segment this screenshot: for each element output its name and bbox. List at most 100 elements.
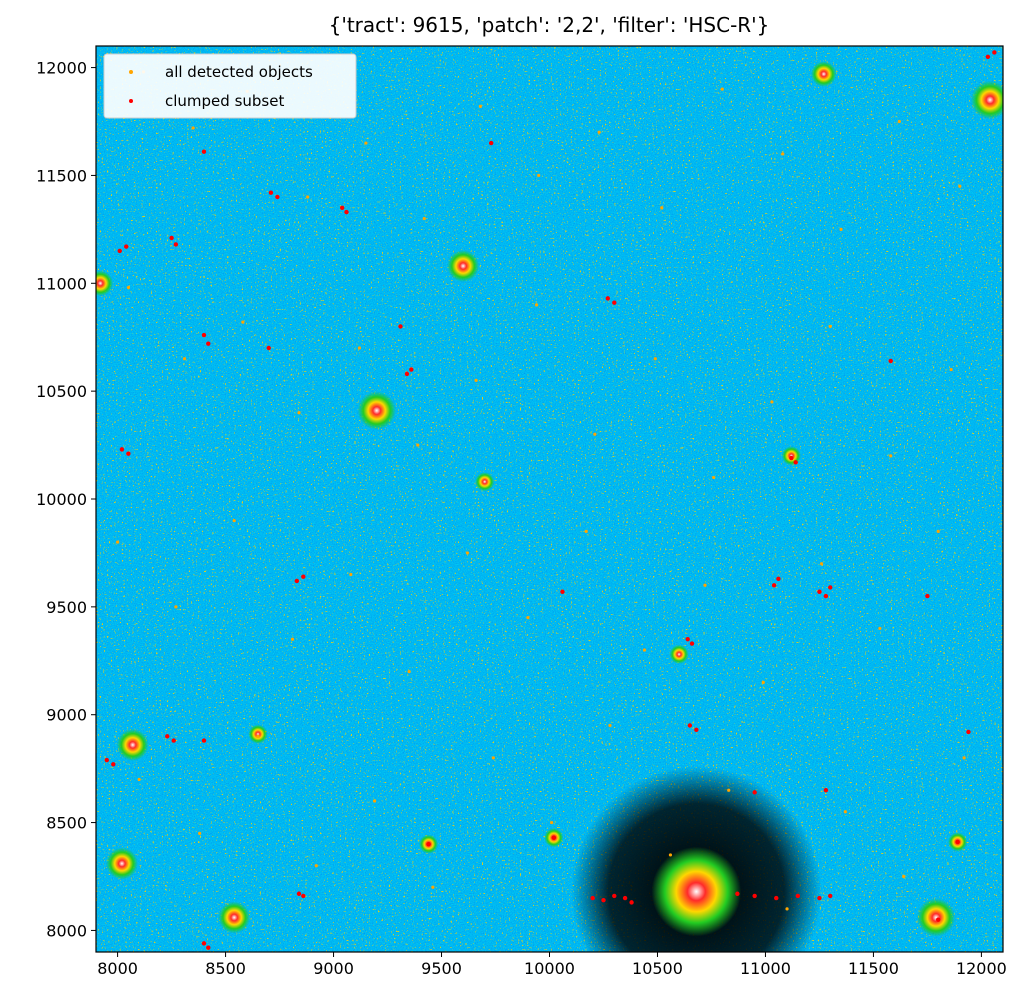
scatter-point <box>268 190 274 195</box>
scatter-point <box>925 593 930 599</box>
scatter-point <box>612 300 617 305</box>
scatter-point <box>357 346 362 350</box>
x-tick-label: 9000 <box>313 959 354 978</box>
bright-source <box>669 644 689 664</box>
scatter-point <box>241 320 245 324</box>
scatter-point <box>111 762 116 767</box>
scatter-point <box>774 895 779 901</box>
x-tick-label: 8000 <box>97 959 138 978</box>
legend-box <box>103 53 357 119</box>
scatter-point <box>897 119 901 124</box>
scatter-point <box>605 296 611 301</box>
scatter-point <box>275 194 280 200</box>
x-tick-label: 10000 <box>524 959 575 978</box>
y-tick-label: 8000 <box>46 921 87 940</box>
scatter-point <box>687 723 693 728</box>
scatter-point <box>537 173 541 178</box>
scatter-point <box>712 475 716 480</box>
scatter-point <box>126 451 131 456</box>
bright-source <box>105 847 138 880</box>
scatter-point <box>720 87 724 91</box>
scatter-point <box>372 799 377 803</box>
scatter-point <box>198 831 202 835</box>
scatter-point <box>398 324 403 329</box>
bright-source <box>116 728 149 761</box>
y-tick-label: 10500 <box>36 382 87 401</box>
scatter-point <box>770 400 774 404</box>
scatter-point <box>266 345 271 351</box>
y-tick-label: 11500 <box>36 166 87 185</box>
scatter-point <box>364 141 368 145</box>
scatter-point <box>668 853 673 857</box>
scatter-point <box>936 917 941 922</box>
scatter-point <box>124 244 129 249</box>
scatter-point <box>958 184 962 188</box>
scatter-point <box>137 777 141 782</box>
scatter-point <box>431 885 435 889</box>
scatter-point <box>296 891 302 896</box>
scatter-point <box>173 242 179 247</box>
y-axis: 8000 8500 9000 9500 10000 10500 11000 11500 1200… <box>36 59 96 940</box>
scatter-point <box>735 891 740 896</box>
scatter-point <box>761 680 765 684</box>
scatter-point <box>201 332 207 338</box>
legend-label-all-detected: all detected objects <box>165 63 313 81</box>
scatter-point <box>126 286 130 290</box>
scatter-point <box>297 411 301 415</box>
x-tick-label: 11000 <box>740 959 791 978</box>
scatter-point <box>843 810 847 814</box>
scatter-point <box>593 432 597 436</box>
scatter-point <box>612 893 617 899</box>
scatter-point <box>104 757 109 763</box>
scatter-point <box>642 648 647 652</box>
scatter-point <box>653 357 657 361</box>
scatter-point <box>474 378 478 382</box>
scatter-point <box>488 140 494 146</box>
scatter-point <box>817 895 822 901</box>
scatter-series <box>104 50 997 950</box>
scatter-point <box>201 738 207 743</box>
scatter-point <box>689 641 695 646</box>
scatter-point <box>201 149 207 154</box>
scatter-point <box>828 585 833 590</box>
scatter-point <box>422 216 426 221</box>
scatter-point <box>752 790 757 795</box>
y-tick-label: 11000 <box>36 274 87 293</box>
legend-marker-clumped <box>129 99 133 103</box>
bright-sources <box>96 61 1003 952</box>
scatter-point <box>936 529 940 533</box>
scatter-point <box>660 206 664 210</box>
scatter-point <box>949 367 953 372</box>
scatter-point <box>781 152 785 156</box>
bright-source <box>970 80 1003 120</box>
scatter-point <box>789 455 794 461</box>
scatter-point <box>820 562 824 566</box>
scatter-point <box>191 126 195 130</box>
scatter-point <box>534 303 539 307</box>
scatter-point <box>962 756 966 760</box>
scatter-point <box>839 227 843 231</box>
scatter-point <box>301 574 306 579</box>
x-tick-label: 10500 <box>632 959 683 978</box>
bright-source <box>96 270 114 297</box>
scatter-point <box>703 583 707 587</box>
scatter-point <box>888 358 893 364</box>
bright-source <box>651 846 742 937</box>
scatter-point <box>117 248 122 254</box>
scatter-point <box>465 551 470 555</box>
scatter-point <box>169 235 174 241</box>
x-tick-label: 11500 <box>848 959 899 978</box>
scatter-point <box>590 895 595 901</box>
scatter-point <box>119 447 125 452</box>
scatter-point <box>409 367 414 372</box>
scatter-point <box>491 756 495 760</box>
legend-label-clumped: clumped subset <box>165 92 284 110</box>
scatter-point <box>601 898 606 903</box>
scatter-point <box>955 839 960 845</box>
bright-source <box>357 391 396 430</box>
bright-source <box>916 898 956 937</box>
bright-source <box>218 901 251 934</box>
y-tick-label: 8500 <box>46 814 87 833</box>
scatter-point <box>201 941 207 946</box>
